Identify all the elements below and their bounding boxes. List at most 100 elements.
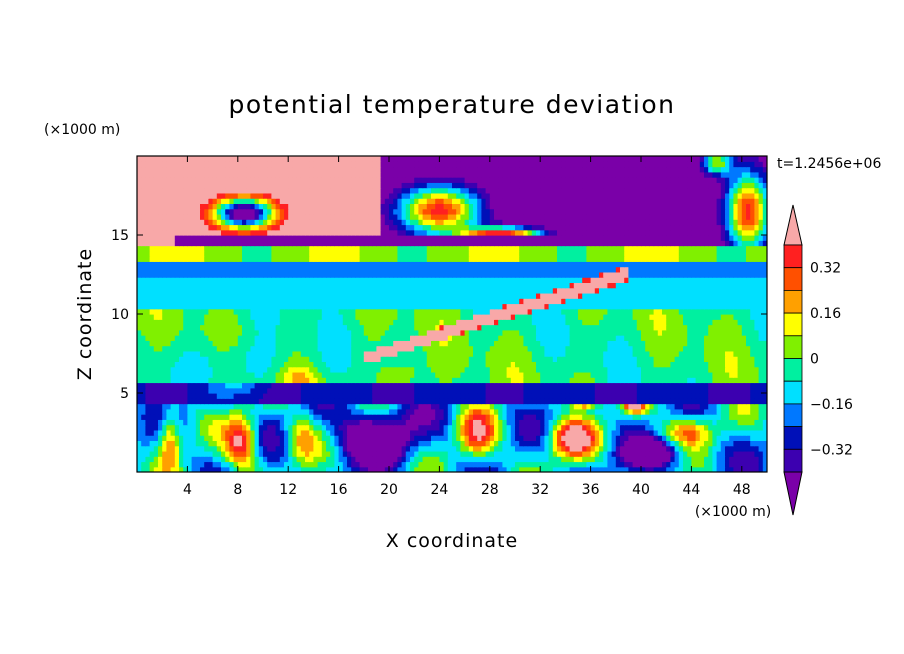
- field-cell: [137, 292, 142, 299]
- field-cell: [586, 314, 592, 320]
- field-cell: [561, 414, 566, 420]
- field-cell: [330, 435, 335, 441]
- field-cell: [607, 466, 613, 472]
- field-cell: [683, 314, 688, 320]
- field-cell: [225, 382, 230, 389]
- field-cell: [729, 335, 734, 341]
- field-cell: [489, 440, 495, 447]
- field-cell: [170, 329, 176, 336]
- field-cell: [746, 408, 751, 415]
- field-cell: [624, 345, 629, 352]
- field-cell: [141, 292, 146, 299]
- field-cell: [590, 329, 596, 336]
- field-cell: [674, 403, 680, 410]
- field-cell: [464, 345, 470, 352]
- field-cell: [540, 356, 545, 362]
- field-cell: [380, 419, 386, 426]
- field-cell: [695, 435, 701, 441]
- field-cell: [166, 329, 172, 336]
- field-cell: [443, 366, 449, 373]
- field-cell: [569, 314, 575, 320]
- field-cell: [418, 371, 424, 378]
- field-cell: [636, 466, 642, 472]
- field-cell: [754, 424, 760, 431]
- field-cell: [363, 429, 369, 436]
- field-cell: [578, 440, 583, 447]
- field-cell: [683, 393, 688, 399]
- field-cell: [254, 356, 260, 362]
- field-cell: [594, 324, 600, 331]
- field-cell: [321, 414, 327, 420]
- field-cell: [464, 445, 470, 452]
- field-cell: [229, 445, 235, 452]
- field-cell: [708, 303, 713, 310]
- field-cell: [746, 398, 751, 405]
- field-cell: [662, 345, 667, 352]
- field-cell: [145, 366, 151, 373]
- field-cell: [250, 456, 256, 463]
- field-cell: [426, 335, 432, 341]
- field-cell: [334, 466, 340, 472]
- field-cell: [179, 445, 184, 452]
- field-cell: [544, 393, 550, 399]
- field-cell: [645, 350, 650, 357]
- field-cell: [426, 387, 432, 394]
- field-cell: [615, 298, 621, 305]
- field-cell: [443, 414, 449, 420]
- field-cell: [750, 371, 755, 378]
- field-cell: [271, 340, 277, 347]
- field-cell: [666, 340, 671, 347]
- field-cell: [279, 456, 285, 463]
- field-cell: [174, 387, 180, 394]
- field-cell: [510, 361, 516, 368]
- field-cell: [527, 298, 533, 305]
- field-cell: [418, 382, 424, 389]
- field-cell: [498, 393, 503, 399]
- field-cell: [447, 408, 453, 415]
- field-cell: [221, 356, 226, 362]
- field-cell: [246, 335, 251, 341]
- field-cell: [158, 456, 163, 463]
- field-cell: [481, 303, 487, 310]
- field-cell: [599, 450, 604, 457]
- field-cell: [137, 345, 142, 352]
- field-cell: [569, 303, 575, 310]
- field-cell: [691, 440, 697, 447]
- field-cell: [758, 345, 764, 352]
- field-cell: [649, 382, 655, 389]
- field-cell: [485, 298, 491, 305]
- field-cell: [624, 314, 629, 320]
- field-cell: [347, 371, 352, 378]
- field-cell: [225, 356, 230, 362]
- field-cell: [620, 461, 625, 468]
- field-cell: [447, 324, 453, 331]
- field-cell: [695, 329, 701, 336]
- field-cell: [275, 466, 281, 472]
- field-cell: [565, 377, 571, 384]
- field-cell: [296, 377, 302, 384]
- field-cell: [473, 366, 478, 373]
- field-cell: [401, 345, 407, 352]
- field-cell: [737, 298, 743, 305]
- field-cell: [170, 440, 176, 447]
- field-cell: [347, 398, 352, 405]
- field-cell: [149, 314, 155, 320]
- field-cell: [389, 303, 394, 310]
- field-cell: [615, 356, 621, 362]
- field-cell: [565, 371, 571, 378]
- field-cell: [607, 298, 613, 305]
- field-cell: [141, 319, 146, 326]
- field-cell: [355, 314, 361, 320]
- field-cell: [137, 403, 142, 410]
- field-cell: [288, 456, 293, 463]
- field-cell: [284, 324, 289, 331]
- field-cell: [187, 340, 193, 347]
- field-cell: [536, 461, 541, 468]
- field-cell: [552, 366, 558, 373]
- field-cell: [300, 456, 306, 463]
- field-cell: [460, 387, 466, 394]
- field-cell: [170, 340, 176, 347]
- field-cell: [527, 382, 533, 389]
- field-cell: [548, 445, 554, 452]
